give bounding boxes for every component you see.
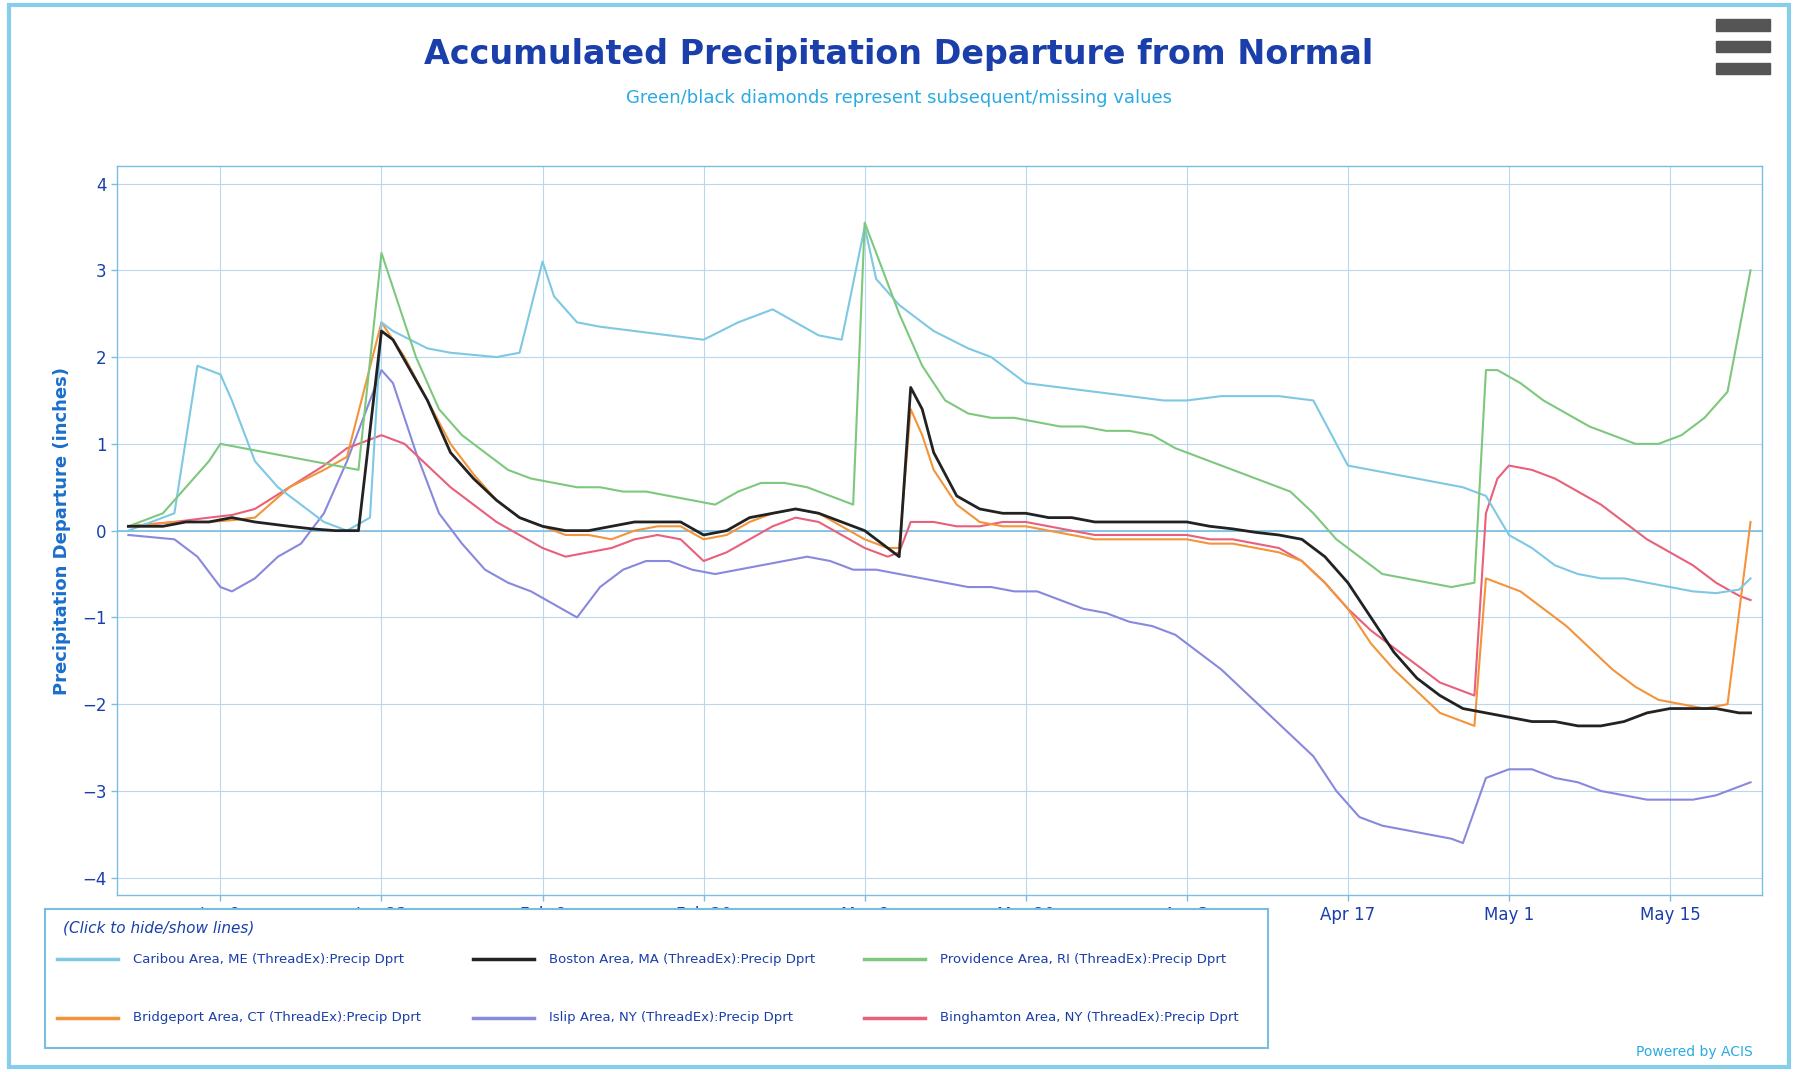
Text: Boston Area, MA (ThreadEx):Precip Dprt: Boston Area, MA (ThreadEx):Precip Dprt [548, 953, 814, 966]
Text: Providence Area, RI (ThreadEx):Precip Dprt: Providence Area, RI (ThreadEx):Precip Dp… [940, 953, 1226, 966]
Text: Powered by ACIS: Powered by ACIS [1636, 1045, 1753, 1059]
Text: Islip Area, NY (ThreadEx):Precip Dprt: Islip Area, NY (ThreadEx):Precip Dprt [548, 1011, 793, 1024]
Text: (Click to hide/show lines): (Click to hide/show lines) [63, 920, 255, 935]
Text: Caribou Area, ME (ThreadEx):Precip Dprt: Caribou Area, ME (ThreadEx):Precip Dprt [133, 953, 405, 966]
Text: Binghamton Area, NY (ThreadEx):Precip Dprt: Binghamton Area, NY (ThreadEx):Precip Dp… [940, 1011, 1239, 1024]
Bar [1717, 41, 1769, 53]
Text: Green/black diamonds represent subsequent/missing values: Green/black diamonds represent subsequen… [626, 89, 1172, 107]
Y-axis label: Precipitation Departure (inches): Precipitation Departure (inches) [52, 367, 70, 695]
Bar [1717, 19, 1769, 30]
Text: Accumulated Precipitation Departure from Normal: Accumulated Precipitation Departure from… [424, 38, 1374, 71]
Bar [1717, 63, 1769, 74]
Text: Bridgeport Area, CT (ThreadEx):Precip Dprt: Bridgeport Area, CT (ThreadEx):Precip Dp… [133, 1011, 421, 1024]
